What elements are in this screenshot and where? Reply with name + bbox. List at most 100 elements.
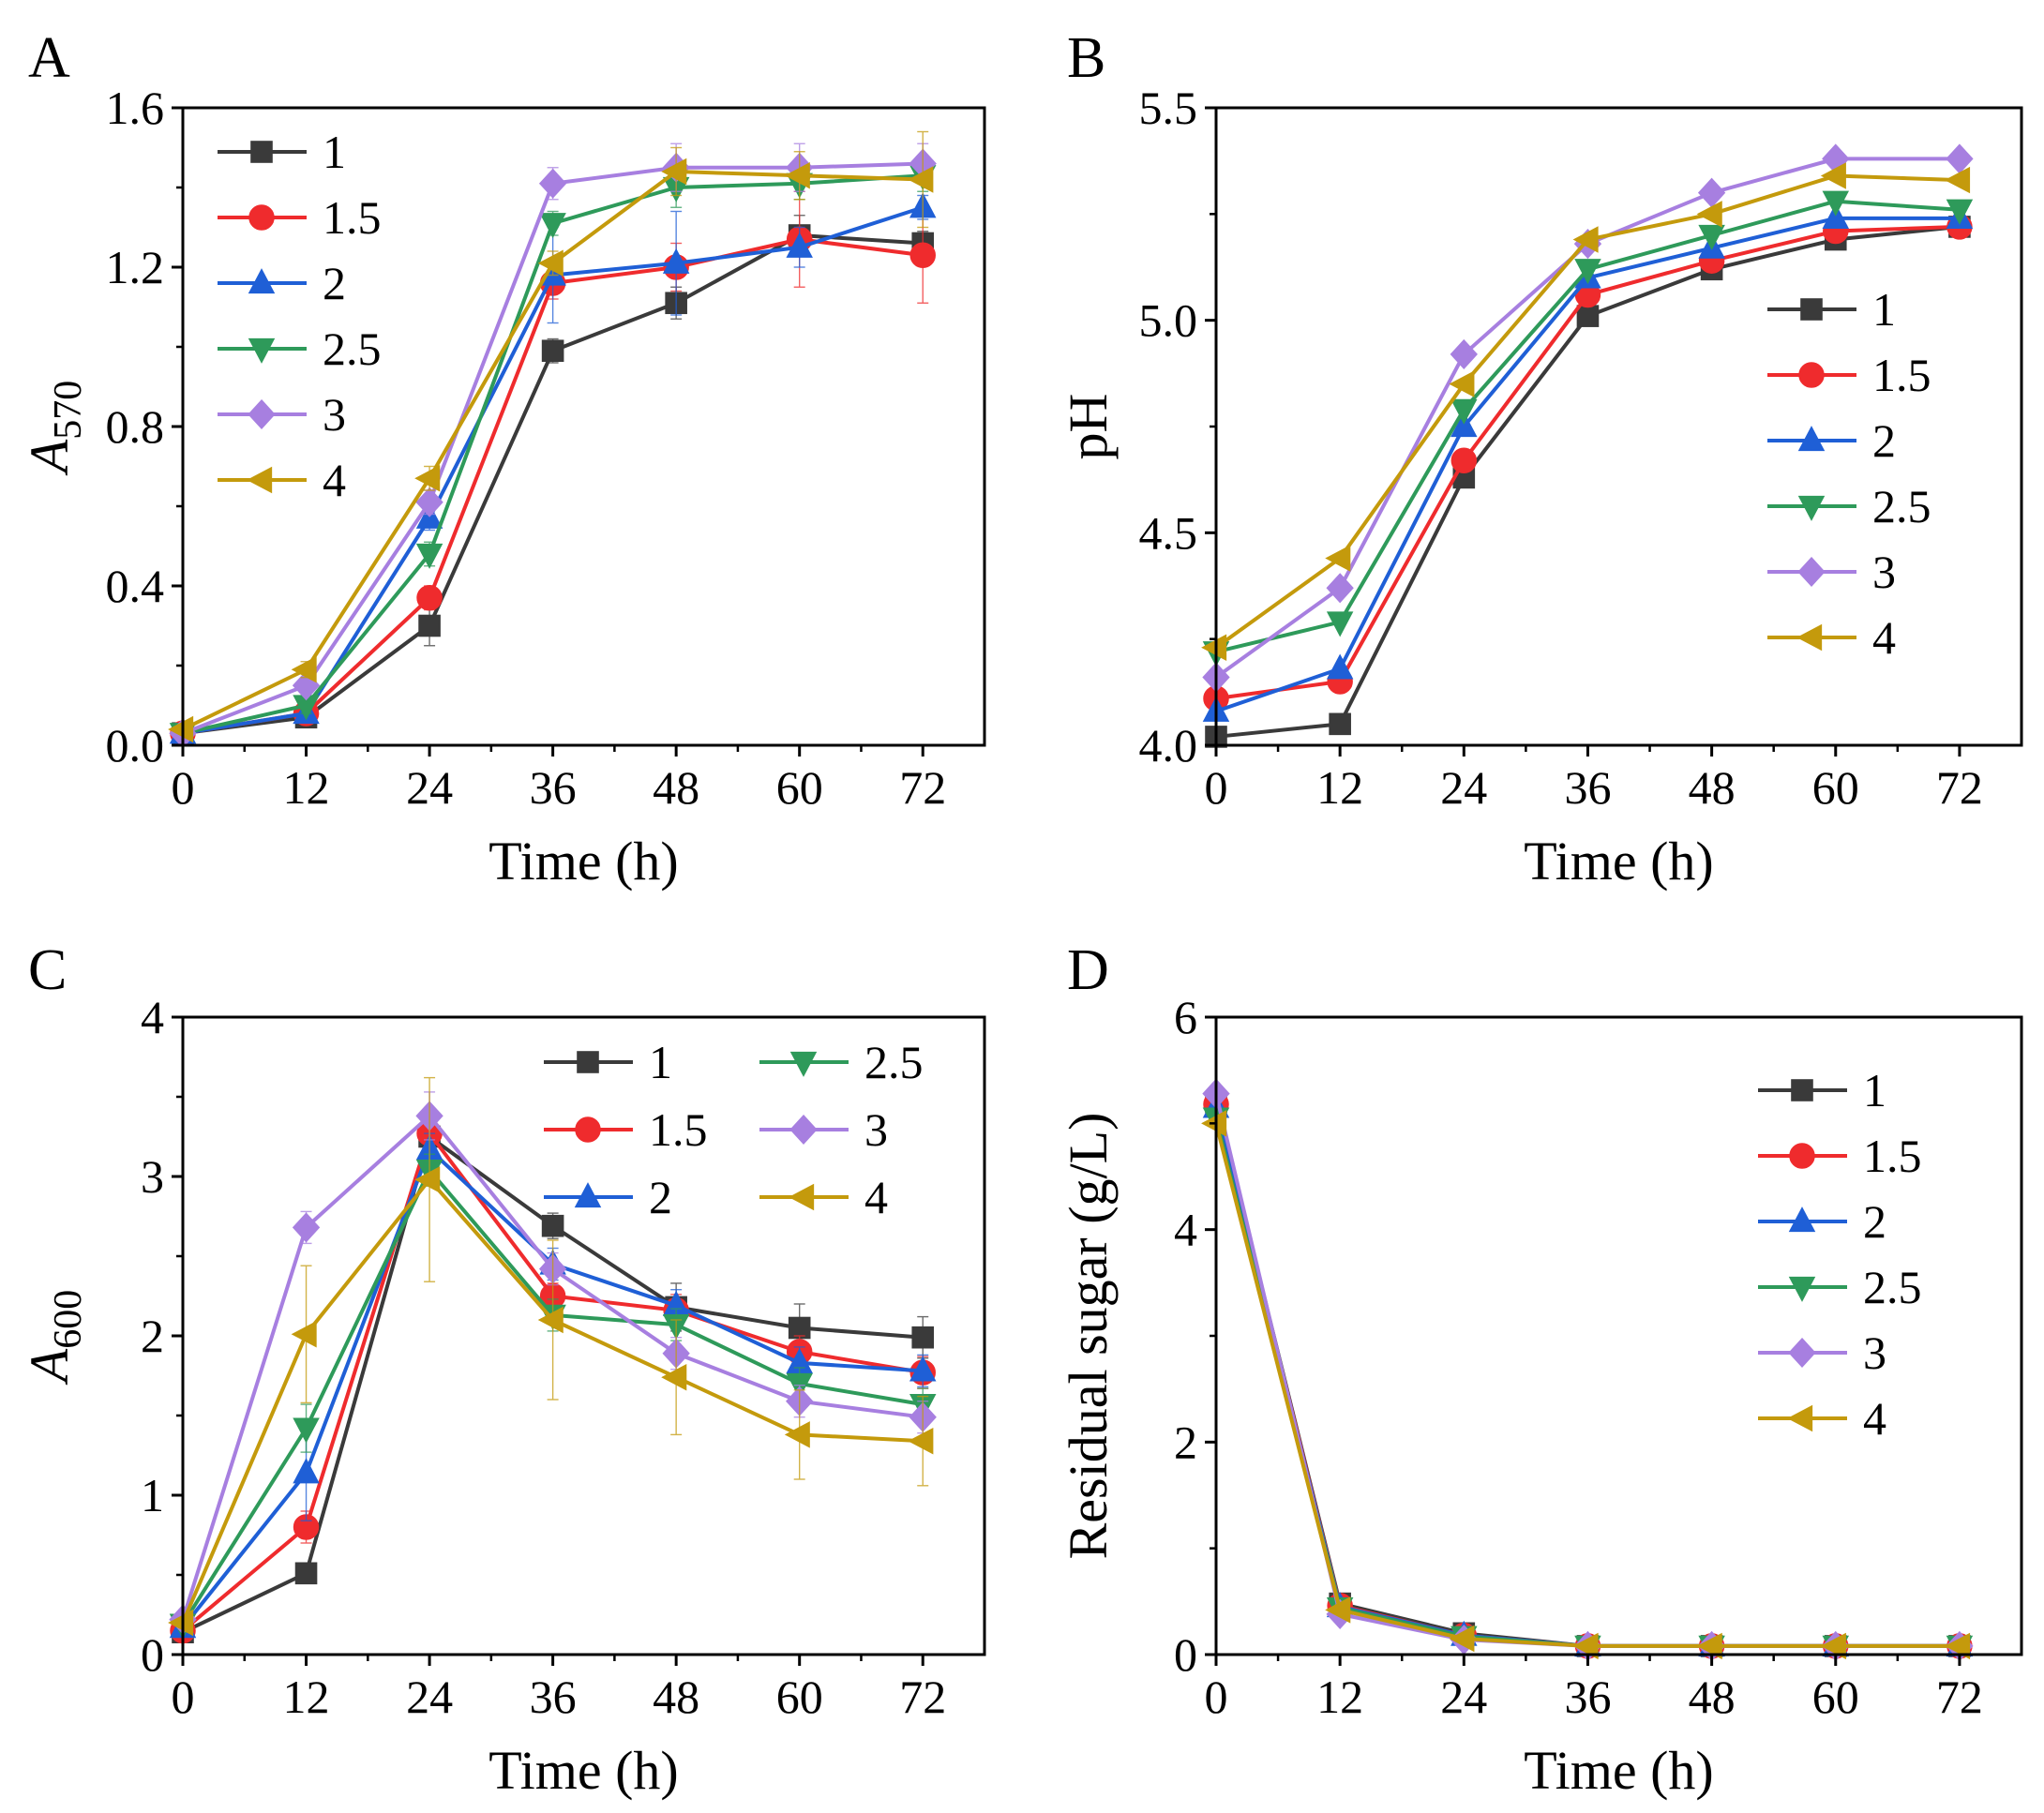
legend-item-2: 2 xyxy=(544,1171,672,1223)
data-point xyxy=(538,168,567,199)
data-point xyxy=(414,1166,441,1193)
x-tick-label: 24 xyxy=(1440,761,1487,814)
y-tick-label: 0 xyxy=(1174,1628,1197,1681)
x-axis: 0 12 24 36 48 60 72 Time (h) xyxy=(1205,745,1983,892)
legend-marker xyxy=(1797,426,1826,452)
legend-marker xyxy=(248,337,276,364)
legend-label: 1 xyxy=(323,126,346,178)
legend-marker xyxy=(1797,495,1826,521)
data-point xyxy=(415,487,443,517)
legend-label: 1.5 xyxy=(1872,349,1931,401)
x-tick-label: 24 xyxy=(406,761,453,814)
legend-item-2.5: 2.5 xyxy=(759,1036,924,1088)
y-tick-label: 6 xyxy=(1174,991,1197,1043)
data-point xyxy=(1698,224,1725,250)
data-point xyxy=(661,1363,687,1391)
data-point xyxy=(293,1417,320,1444)
legend-label: 3 xyxy=(1863,1326,1886,1379)
x-tick-label: 72 xyxy=(899,1671,946,1723)
data-point xyxy=(1449,370,1475,397)
legend: 1 1.5 2 2.5 3 4 xyxy=(1767,283,1931,664)
legend-marker xyxy=(1789,1143,1815,1169)
data-point xyxy=(1820,162,1846,189)
x-tick-label: 48 xyxy=(1689,1671,1736,1723)
data-point xyxy=(909,242,936,268)
series-line xyxy=(1214,1122,1960,1648)
data-point xyxy=(1576,305,1600,327)
data-point xyxy=(539,213,566,239)
legend-marker xyxy=(574,1182,602,1208)
legend-item-2.5: 2.5 xyxy=(1767,480,1931,532)
x-axis: 0 12 24 36 48 60 72 Time (h) xyxy=(1205,1655,1983,1801)
legend-item-1: 1 xyxy=(1767,283,1896,336)
data-point xyxy=(1946,199,1974,225)
data-point xyxy=(537,1306,564,1334)
y-tick-label: 0.4 xyxy=(106,560,165,612)
legend-marker xyxy=(248,268,276,294)
series-2.5 xyxy=(1202,190,1974,667)
plot-area xyxy=(168,1076,937,1644)
data-point xyxy=(291,1321,317,1348)
x-tick-label: 60 xyxy=(1812,1671,1859,1723)
x-tick-label: 72 xyxy=(1936,1671,1983,1723)
legend-marker xyxy=(1800,298,1823,321)
data-point xyxy=(661,157,687,186)
legend-label: 1 xyxy=(649,1036,672,1088)
legend-label: 4 xyxy=(1872,611,1896,664)
legend-label: 1 xyxy=(1872,283,1896,336)
legend-marker xyxy=(789,1183,815,1211)
series-3 xyxy=(1202,143,1974,693)
data-point xyxy=(1696,201,1722,228)
legend-marker xyxy=(1788,1276,1816,1302)
series-2 xyxy=(169,192,937,744)
panel-label: D xyxy=(1067,938,1109,1002)
data-point xyxy=(784,1421,810,1448)
data-point xyxy=(414,465,441,492)
x-axis-label: Time (h) xyxy=(488,1740,679,1801)
data-point xyxy=(1325,545,1351,572)
data-point xyxy=(1696,1632,1722,1660)
data-point xyxy=(908,166,934,193)
legend-marker xyxy=(789,1114,818,1146)
x-axis: 0 12 24 36 48 60 72 Time (h) xyxy=(172,1655,946,1801)
x-tick-label: 36 xyxy=(1564,1671,1611,1723)
x-tick-label: 12 xyxy=(1316,1671,1363,1723)
legend-item-4: 4 xyxy=(1767,611,1896,664)
series-4 xyxy=(1201,1110,1971,1660)
data-point xyxy=(662,247,690,274)
legend-marker xyxy=(1796,623,1823,652)
x-tick-label: 60 xyxy=(776,761,823,814)
series-4 xyxy=(168,1076,934,1637)
legend-item-3: 3 xyxy=(759,1103,888,1156)
x-tick-label: 36 xyxy=(530,1671,577,1723)
series-4 xyxy=(1201,162,1971,661)
x-tick-label: 60 xyxy=(1812,761,1859,814)
x-tick-label: 12 xyxy=(1316,761,1363,814)
legend-label: 2 xyxy=(1863,1195,1886,1248)
legend-marker xyxy=(1788,1337,1816,1369)
y-tick-label: 4.5 xyxy=(1139,506,1198,559)
x-tick-label: 36 xyxy=(530,761,577,814)
y-axis-label-sub: 570 xyxy=(47,381,90,440)
series-2.5 xyxy=(1202,1107,1974,1661)
legend-label: 2.5 xyxy=(1872,480,1931,532)
legend-item-1.5: 1.5 xyxy=(544,1103,708,1156)
legend-label: 1 xyxy=(1863,1064,1886,1116)
legend-marker xyxy=(1798,362,1825,388)
legend-label: 4 xyxy=(864,1171,888,1223)
legend-label: 1.5 xyxy=(323,191,382,244)
data-point xyxy=(1450,412,1478,438)
legend-marker xyxy=(789,1051,818,1077)
data-point xyxy=(909,1356,937,1382)
legend-item-1.5: 1.5 xyxy=(218,191,382,244)
legend-item-3: 3 xyxy=(218,388,346,441)
y-tick-label: 0.0 xyxy=(106,719,165,772)
data-point xyxy=(784,162,810,189)
panel-label: C xyxy=(28,938,67,1002)
x-axis-label: Time (h) xyxy=(1524,1740,1714,1801)
y-tick-label: 2 xyxy=(1174,1416,1197,1468)
legend-item-2: 2 xyxy=(1767,414,1896,467)
y-axis-label-main: A xyxy=(19,1348,80,1386)
